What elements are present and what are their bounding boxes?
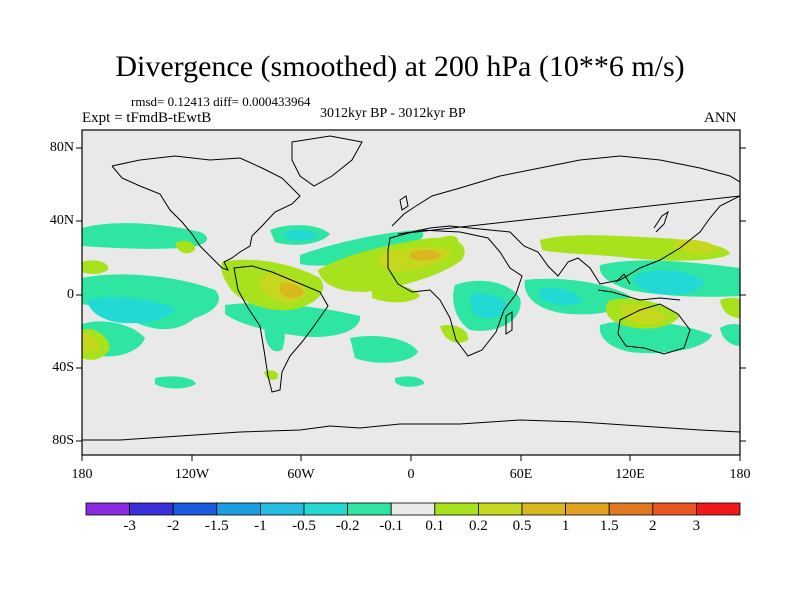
contour-pos-weak bbox=[175, 240, 196, 254]
contour-neg-weak bbox=[225, 303, 361, 338]
lat-label-80n: 80N bbox=[49, 140, 74, 155]
colorbar-label: -0.2 bbox=[335, 518, 360, 534]
lon-label-120w: 120W bbox=[174, 467, 210, 482]
contour-pos-strong bbox=[280, 282, 304, 299]
coastline-indonesia bbox=[597, 273, 681, 301]
contour-neg-weak bbox=[264, 317, 285, 352]
colorbar-box bbox=[521, 502, 566, 516]
contour-pos-mid bbox=[82, 333, 99, 352]
colorbar-label: -3 bbox=[123, 518, 136, 534]
colorbar-box bbox=[565, 502, 610, 516]
lat-label-40n: 40N bbox=[49, 213, 74, 228]
contour-neg-weak bbox=[350, 335, 418, 363]
lon-label-60w: 60W bbox=[287, 467, 315, 482]
stats-text: rmsd= 0.12413 diff= 0.000433964 bbox=[131, 94, 311, 109]
colorbar-label: 1 bbox=[561, 518, 570, 534]
colorbar-box bbox=[434, 502, 479, 516]
contour-neg-weak bbox=[720, 324, 740, 346]
lat-label-0: 0 bbox=[67, 287, 74, 302]
contour-neg-weak bbox=[82, 223, 208, 249]
colorbar-label: 0.1 bbox=[425, 518, 445, 534]
colorbar-box bbox=[303, 502, 348, 516]
colorbar-box bbox=[608, 502, 654, 516]
coastline-eurasia bbox=[391, 155, 740, 285]
coastline-greenland bbox=[291, 135, 363, 187]
colorbar-label: 2 bbox=[649, 518, 657, 534]
lon-label-60e: 60E bbox=[509, 467, 533, 482]
contour-pos-strong bbox=[410, 249, 442, 261]
colorbar-box bbox=[172, 502, 218, 516]
coastline-madagascar bbox=[505, 311, 513, 335]
period-label: 3012kyr BP - 3012kyr BP bbox=[320, 106, 466, 121]
lat-ticks bbox=[76, 147, 746, 442]
experiment-label: Expt = tFmdB-tEwtB bbox=[82, 110, 212, 126]
contour-neg-mid bbox=[88, 297, 175, 324]
coastline-antarctica bbox=[82, 419, 740, 441]
contour-neg-weak bbox=[395, 376, 425, 387]
colorbar-label: -0.5 bbox=[292, 518, 316, 534]
contour-pos-weak bbox=[720, 297, 740, 318]
colorbar-label: 0.2 bbox=[469, 518, 488, 534]
colorbar-box bbox=[652, 502, 697, 516]
colorbar-box bbox=[696, 502, 741, 516]
contour-pos-weak bbox=[440, 235, 459, 245]
colorbar-label: 1.5 bbox=[599, 518, 619, 534]
lat-label-80s: 80S bbox=[52, 433, 74, 448]
coastline-australia bbox=[617, 303, 691, 355]
colorbar-label: -0.1 bbox=[379, 518, 404, 534]
colorbar-box bbox=[259, 502, 305, 516]
season-label: ANN bbox=[704, 110, 737, 126]
contour-neg-weak bbox=[300, 230, 424, 266]
lon-label-0: 0 bbox=[407, 467, 415, 482]
colorbar-label: -1 bbox=[254, 518, 267, 534]
coastline-uk bbox=[399, 195, 409, 211]
coastline-north-america bbox=[111, 155, 301, 271]
lon-ticks bbox=[81, 455, 741, 461]
colorbar-box bbox=[216, 502, 261, 516]
lon-label-180w: 180 bbox=[71, 467, 93, 482]
divergence-field bbox=[82, 223, 740, 389]
coastline-japan bbox=[653, 210, 669, 233]
contour-pos-weak bbox=[82, 260, 109, 274]
plot-title: Divergence (smoothed) at 200 hPa (10**6 … bbox=[115, 50, 685, 83]
colorbar-label: 0.5 bbox=[512, 518, 532, 534]
colorbar-label: -1.5 bbox=[204, 518, 229, 534]
colorbar-label: 3 bbox=[692, 518, 701, 534]
colorbar-box bbox=[129, 502, 174, 516]
contour-pos-mid bbox=[620, 304, 668, 324]
lon-label-120e: 120E bbox=[615, 467, 645, 482]
coastline-south-america bbox=[233, 265, 329, 393]
contour-neg-mid bbox=[470, 293, 508, 319]
coastlines bbox=[82, 135, 740, 441]
lat-label-40s: 40S bbox=[52, 360, 74, 375]
contour-neg-mid bbox=[634, 270, 705, 295]
colorbar-box bbox=[85, 502, 130, 516]
colorbar bbox=[85, 502, 741, 516]
colorbar-box bbox=[390, 502, 436, 516]
colorbar-label: -2 bbox=[166, 518, 180, 534]
contour-neg-mid bbox=[540, 287, 582, 306]
coastline-africa bbox=[387, 229, 523, 357]
contour-neg-weak bbox=[599, 320, 712, 354]
contour-neg-weak bbox=[155, 376, 196, 389]
colorbar-box bbox=[477, 502, 523, 516]
colorbar-box bbox=[347, 502, 392, 516]
lon-label-180e: 180 bbox=[729, 467, 751, 482]
contour-neg-mid bbox=[285, 229, 318, 241]
